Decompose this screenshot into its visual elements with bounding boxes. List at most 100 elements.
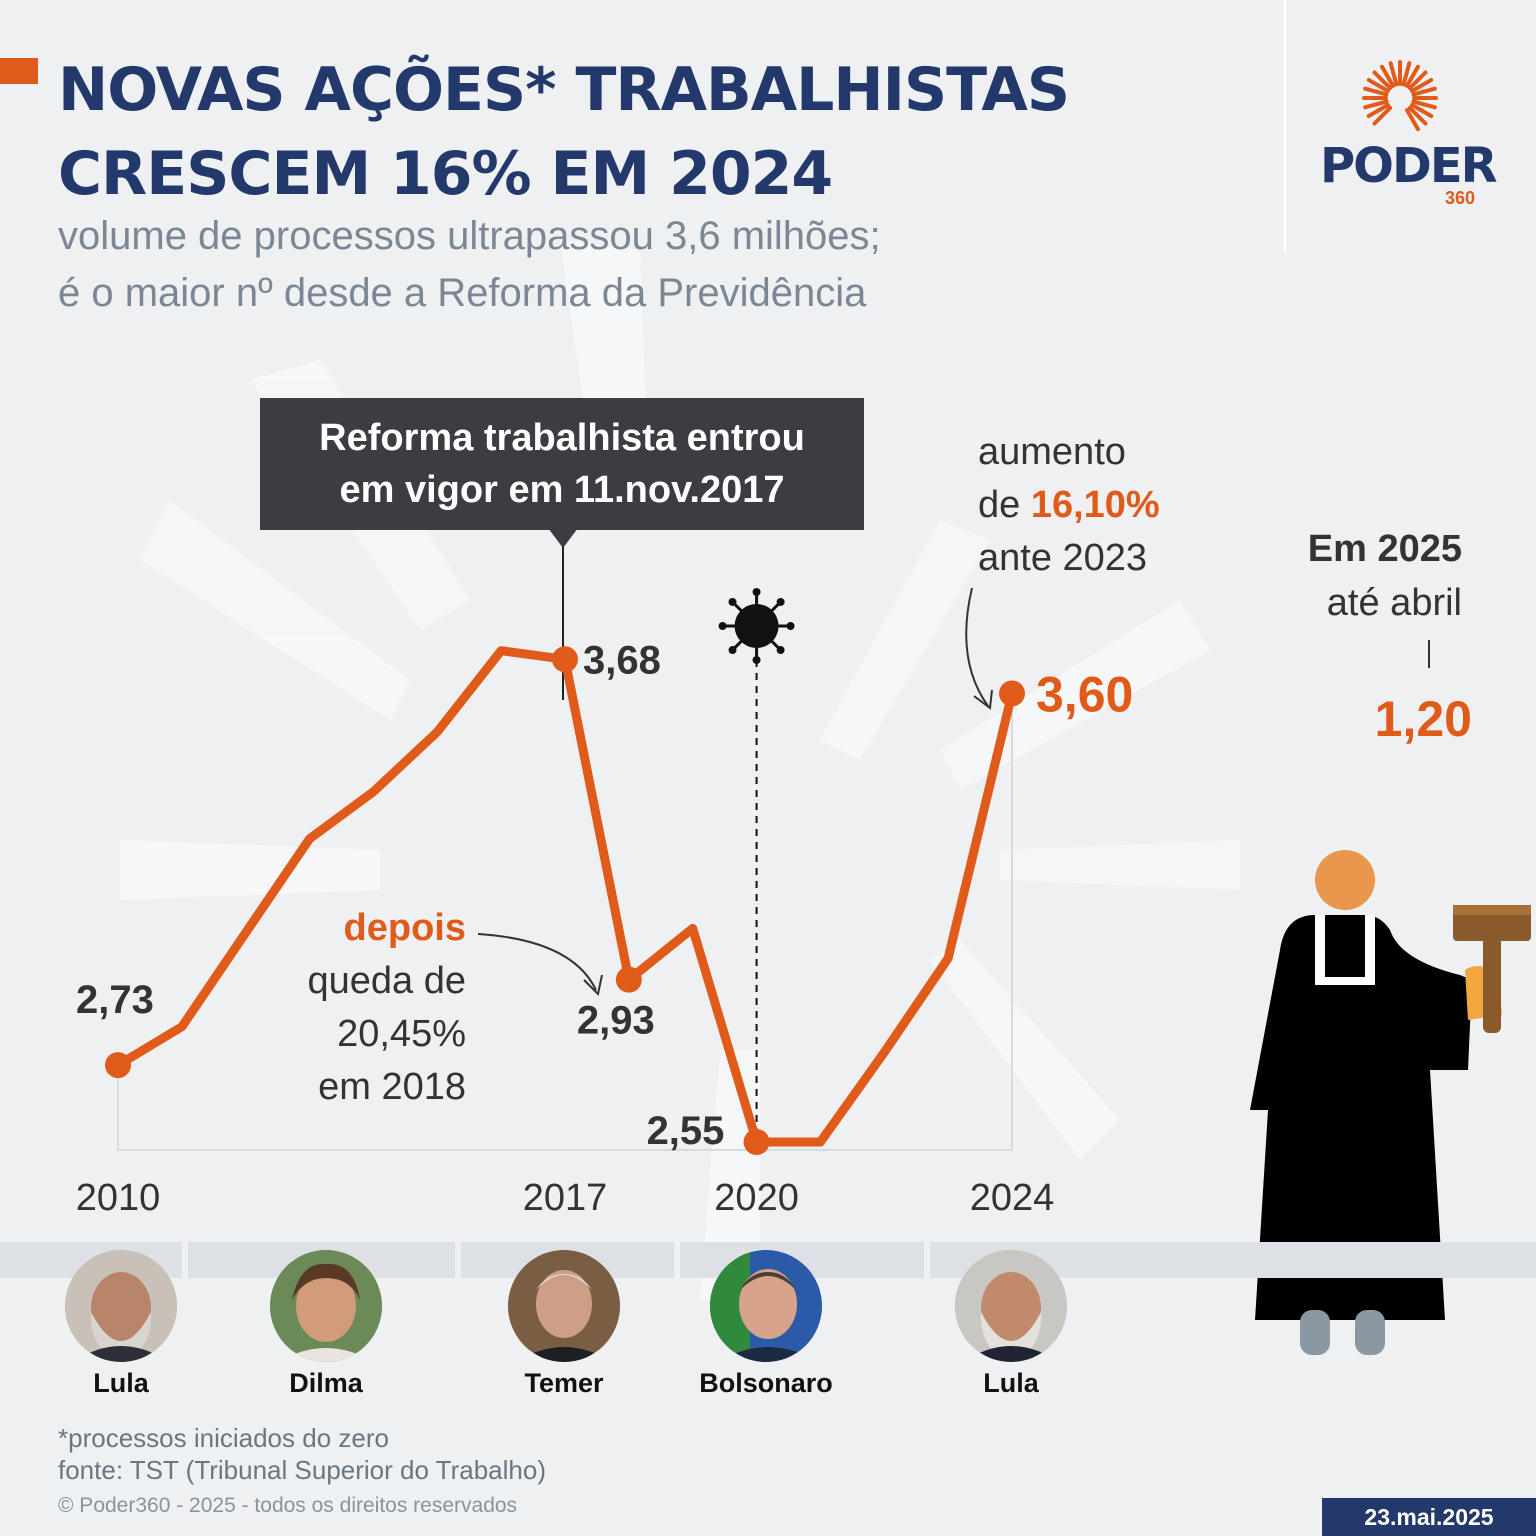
increase-annotation-line1: aumento [978,431,1126,473]
virus-spike-tip [752,588,761,596]
title-line-2: CRESCEM 16% EM 2024 [58,139,833,209]
virus-spike-tip [728,646,737,655]
footnotes: *processos iniciados do zero fonte: TST … [58,1422,546,1486]
sun-ray [1363,99,1389,110]
logo-text: PODER [1320,138,1498,194]
virus-spike-tip [776,646,785,655]
band-divider [182,1242,188,1278]
virus-spike-tip [776,597,785,606]
drop-arrow [477,933,597,991]
sun-ray [1405,108,1420,132]
subtitle-line-2: é o maior nº desde a Reforma da Previdên… [58,271,867,315]
increase-annotation-de: de [978,484,1031,526]
sun-ray [1372,105,1393,126]
data-label: 2,93 [577,999,655,1043]
increase-annotation-line3: ante 2023 [978,537,1148,579]
sun-ray [1407,105,1428,126]
sun-ray [1401,61,1412,87]
avatar [270,1250,382,1362]
band-divider [674,1242,680,1278]
drop-annotation-label: depois [343,907,466,949]
sun-ray [1411,86,1437,97]
x-tick-label: 2017 [523,1177,608,1219]
sun-ray [1411,99,1437,110]
sun-ray [1366,103,1390,118]
data-point [552,646,578,673]
data-point [615,966,642,993]
virus-spike-tip [718,622,727,630]
increase-arrowhead [973,689,993,710]
subtitle: volume de processos ultrapassou 3,6 milh… [58,208,1158,322]
sun-ray [1388,61,1399,87]
increase-annotation: aumento de 16,10% ante 2023 [978,426,1238,585]
reform-callout: Reforma trabalhista entrou em vigor em 1… [260,398,864,530]
footnote-definition: *processos iniciados do zero [58,1423,389,1453]
band-divider [924,1242,930,1278]
drop-annotation-line3: 20,45% [337,1013,466,1055]
plot-frame [117,693,1013,1151]
partial-2025-period: até abril [1326,582,1462,624]
callout-line-1: Reforma trabalhista entrou [319,417,805,459]
page-title: NOVAS AÇÕES* TRABALHISTAS CRESCEM 16% EM… [58,48,1238,216]
footnote-source: fonte: TST (Tribunal Superior do Trabalh… [58,1455,546,1485]
x-tick-label: 2020 [714,1177,799,1219]
increase-annotation-pct: 16,10% [1030,484,1160,526]
president-name: Temer [524,1368,604,1398]
sun-ray [1380,64,1395,88]
sun-ray [1410,78,1434,93]
drop-annotation-line2: queda de [307,960,467,1002]
increase-arrow [965,587,989,707]
data-point [105,1052,131,1079]
virus-icon [734,604,779,648]
virus-spike-tip [786,622,795,630]
x-tick-label: 2024 [970,1177,1055,1219]
data-point [999,680,1025,707]
callout-line-2: em vigor em 11.nov.2017 [339,469,785,511]
president-lula-1: Lula [31,1250,211,1399]
sun-ray [1363,86,1389,97]
president-name: Lula [93,1368,149,1398]
subtitle-line-1: volume de processos ultrapassou 3,6 milh… [58,214,881,258]
president-bolsonaro: Bolsonaro [676,1250,856,1399]
logo-sub: 360 [1445,188,1476,208]
sun-ray [1366,78,1390,93]
title-line-1: NOVAS AÇÕES* TRABALHISTAS [58,55,1070,125]
virus-spike-tip [728,597,737,606]
data-label: 3,68 [583,638,661,682]
president-lula-2: Lula [921,1250,1101,1399]
publish-date: 23.mai.2025 [1322,1498,1536,1536]
avatar [65,1250,177,1362]
avatar [955,1250,1067,1362]
data-label: 2,73 [76,978,154,1022]
partial-2025-value: 1,20 [1374,691,1472,747]
drop-annotation: depois queda de 20,45% em 2018 [240,902,467,1114]
president-dilma: Dilma [236,1250,416,1399]
increase-annotation-line2: de 16,10% [978,479,1238,532]
drop-arrowhead [583,974,603,997]
sun-ray [1405,64,1420,88]
partial-2025-tick [1428,640,1430,668]
avatar [508,1250,620,1362]
sun-ray [1372,70,1393,91]
president-name: Dilma [289,1368,363,1398]
president-name: Bolsonaro [699,1368,833,1398]
partial-2025-label: Em 2025 até abril [1250,522,1462,630]
virus-spike-tip [752,656,761,664]
president-name: Lula [983,1368,1039,1398]
accent-bar [0,58,38,84]
sun-logo-icon [1362,60,1438,132]
data-label: 2,55 [647,1109,725,1153]
x-tick-label: 2010 [76,1177,161,1219]
data-point [743,1129,770,1155]
sun-ray [1410,103,1434,118]
header-divider [1284,0,1286,252]
avatar [710,1250,822,1362]
band-divider [455,1242,461,1278]
president-temer: Temer [474,1250,654,1399]
callout-pointer [548,528,578,548]
copyright: © Poder360 - 2025 - todos os direitos re… [58,1494,518,1517]
sun-ray [1407,70,1428,91]
drop-annotation-line4: em 2018 [318,1066,466,1108]
